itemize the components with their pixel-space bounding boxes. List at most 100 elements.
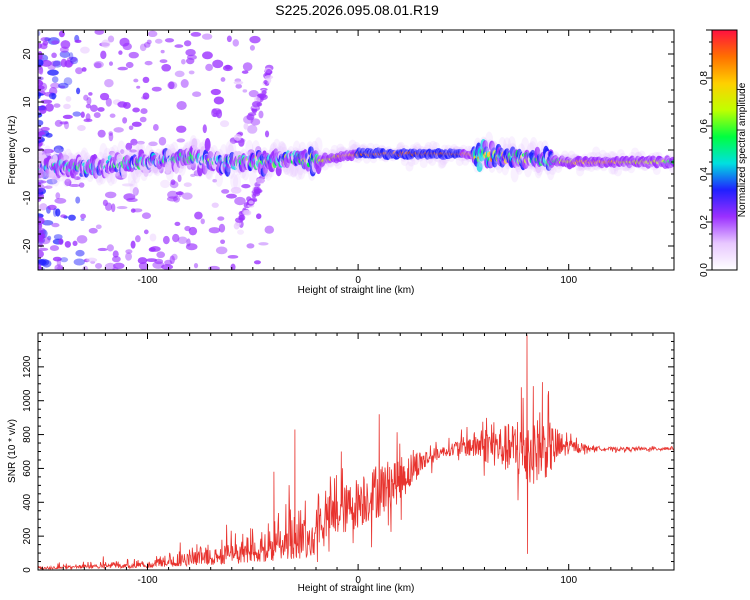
- snr-x-tick-label: 0: [355, 575, 361, 586]
- spectrogram-noise-speck: [125, 252, 132, 261]
- spectrogram-ridge-core: [45, 168, 50, 174]
- spectrogram-x-tick-label: -100: [138, 275, 158, 286]
- spectrogram-noise-speck: [130, 138, 138, 146]
- spectrogram-noise-speck: [40, 37, 50, 42]
- spectrogram-noise-speck: [100, 50, 107, 60]
- spectrogram-noise-speck: [174, 70, 185, 78]
- spectrogram-ridge-halo: [106, 169, 115, 186]
- spectrogram-noise-speck: [51, 40, 60, 45]
- spectrogram-noise-speck: [63, 120, 70, 130]
- spectrogram-x-axis-label: Height of straight line (km): [298, 285, 415, 296]
- spectrogram-noise-speck: [117, 101, 128, 108]
- spectrogram-y-tick-label: -10: [22, 190, 33, 205]
- spectrogram-noise-speck: [40, 59, 52, 67]
- spectrogram-noise-speck: [202, 51, 213, 60]
- spectrogram-noise-speck: [200, 218, 205, 225]
- spectrogram-noise-speck: [73, 258, 85, 266]
- spectrogram-noise-speck: [156, 251, 166, 259]
- spectrogram-noise-speck: [104, 202, 113, 211]
- spectrogram-noise-speck: [41, 220, 54, 226]
- spectrogram-noise-speck: [38, 119, 44, 127]
- spectrogram-noise-speck: [38, 119, 44, 126]
- spectrogram-ridge-halo: [631, 147, 640, 158]
- spectrogram-ridge-halo: [521, 137, 530, 154]
- spectrogram-y-axis-label: Frequency (Hz): [7, 116, 18, 185]
- spectrogram-noise-speck: [183, 182, 192, 187]
- spectrogram-ridge-halo: [245, 140, 254, 157]
- spectrogram-noise-speck: [39, 43, 48, 50]
- spectrogram-noise-speck: [138, 262, 149, 270]
- spectrogram-noise-speck: [177, 174, 182, 183]
- spectrogram-noise-speck: [139, 116, 147, 123]
- spectrogram-noise-speck: [86, 257, 98, 263]
- snr-x-tick-label: -100: [138, 575, 158, 586]
- spectrogram-noise-speck: [85, 103, 92, 109]
- spectrogram-noise-speck: [55, 192, 61, 200]
- spectrogram-noise-speck: [205, 63, 213, 72]
- spectrogram-noise-speck: [130, 208, 136, 213]
- spectrogram-noise-speck: [111, 203, 116, 213]
- spectrogram-noise-speck: [192, 91, 202, 97]
- snr-x-tick-label: 100: [560, 575, 577, 586]
- spectrogram-noise-speck: [130, 240, 136, 249]
- spectrogram-noise-speck: [80, 111, 85, 118]
- spectrogram-noise-speck: [160, 49, 165, 54]
- spectrogram-noise-speck: [38, 50, 43, 60]
- colorbar: 0.0 0.2 0.4 0.6 0.8 Normalized spectral ampl…: [699, 29, 748, 277]
- spectrogram-noise-speck: [176, 138, 186, 143]
- spectrogram-noise-speck: [78, 182, 85, 188]
- spectrogram-ridge-halo: [567, 150, 576, 161]
- spectrogram-ridge-halo: [314, 137, 323, 154]
- spectrogram-noise-speck: [77, 124, 86, 131]
- spectrogram-noise-speck: [241, 183, 251, 189]
- spectrogram-noise-speck: [172, 233, 180, 243]
- colorbar-tick-label: 0.2: [699, 215, 710, 229]
- spectrogram-noise-speck: [59, 50, 71, 58]
- spectrogram-noise-speck: [76, 235, 88, 244]
- spectrogram-noise-speck: [144, 60, 153, 66]
- spectrogram-noise-speck: [211, 202, 219, 208]
- spectrogram-y-tick-label: 10: [22, 96, 33, 108]
- spectrogram-noise-speck: [51, 76, 59, 83]
- spectrogram-ridge-band: [121, 170, 128, 179]
- spectrogram-noise-speck: [193, 263, 199, 269]
- spectrogram-noise-speck: [190, 32, 202, 37]
- colorbar-tick-label: 0.0: [699, 263, 710, 277]
- spectrogram-ridge-halo: [348, 139, 357, 150]
- spectrogram-noise-speck: [38, 234, 43, 242]
- spectrogram-noise-speck: [44, 37, 51, 42]
- spectrogram-noise-speck: [147, 30, 158, 38]
- spectrogram-noise-speck: [185, 57, 195, 65]
- spectrogram-branch-speck: [265, 68, 272, 76]
- spectrogram-ridge-halo: [132, 167, 141, 184]
- spectrogram-y-tick-label: 20: [22, 48, 33, 60]
- spectrogram-noise-speck: [80, 46, 90, 54]
- spectrogram-ridge-halo: [419, 158, 428, 169]
- figure-title: S225.2026.095.08.01.R19: [275, 2, 439, 18]
- spectrogram-noise-speck: [75, 249, 85, 257]
- spectrogram-noise-speck: [125, 249, 133, 254]
- spectrogram-noise-speck: [212, 108, 222, 115]
- colorbar-ticks: 0.0 0.2 0.4 0.6 0.8: [699, 29, 712, 277]
- spectrogram-noise-speck: [169, 180, 179, 189]
- spectrogram-branch-speck: [256, 178, 265, 184]
- spectrogram-noise-speck: [38, 105, 47, 111]
- spectrogram-branch-speck: [251, 101, 261, 108]
- spectrogram-noise-speck: [38, 243, 44, 248]
- spectrogram-noise-speck: [38, 77, 41, 84]
- spectrogram-noise-speck: [114, 172, 120, 177]
- spectrogram-noise-speck: [142, 92, 150, 100]
- snr-y-tick-label: 1200: [22, 355, 33, 378]
- spectrogram-noise-speck: [117, 66, 128, 71]
- spectrogram-noise-speck: [80, 213, 87, 219]
- spectrogram-branch-speck: [242, 209, 251, 216]
- spectrogram-noise-speck: [60, 214, 67, 218]
- spectrogram-noise-speck: [167, 81, 178, 90]
- spectrogram-ridge-halo: [233, 174, 242, 191]
- spectrogram-ridge-halo: [336, 143, 345, 154]
- spectrogram-noise-speck: [54, 197, 67, 204]
- spectrogram-noise-speck: [220, 239, 226, 245]
- spectrogram-noise-speck: [178, 190, 183, 198]
- spectrogram-noise-speck: [90, 104, 98, 112]
- spectrogram-noise-speck: [63, 103, 71, 110]
